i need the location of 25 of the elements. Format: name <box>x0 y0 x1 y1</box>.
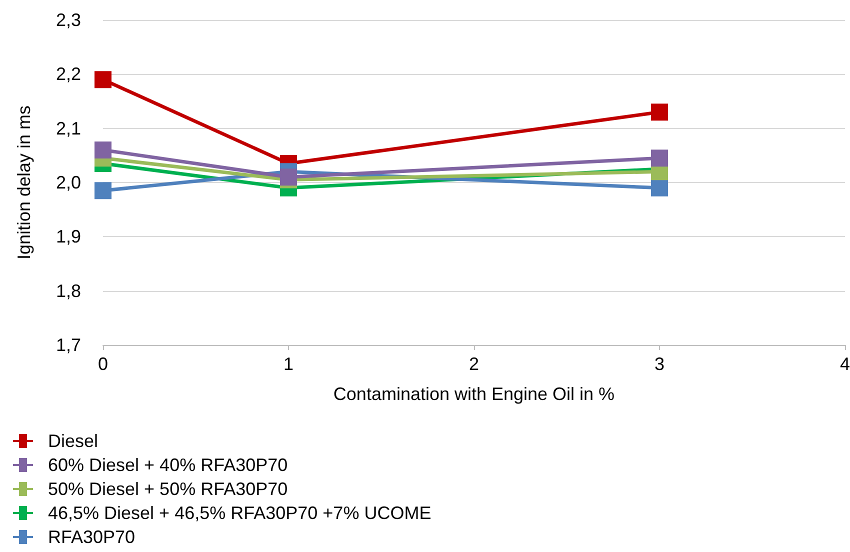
legend-label: 50% Diesel + 50% RFA30P70 <box>48 479 288 499</box>
x-tick-label: 4 <box>840 354 850 374</box>
legend-label: Diesel <box>48 431 98 451</box>
y-axis-title: Ignition delay in ms <box>14 105 34 260</box>
y-tick-label: 2,1 <box>56 118 81 138</box>
y-tick-label: 1,7 <box>56 335 81 355</box>
point <box>651 150 668 167</box>
y-tick-label: 1,8 <box>56 280 81 301</box>
x-axis-title: Contamination with Engine Oil in % <box>333 384 615 404</box>
legend-label: RFA30P70 <box>48 527 136 547</box>
legend-label: 60% Diesel + 40% RFA30P70 <box>48 455 288 475</box>
y-tick-label: 2,2 <box>56 64 81 84</box>
point <box>651 104 668 121</box>
point <box>94 142 112 158</box>
x-tick-label: 0 <box>98 354 108 374</box>
point <box>651 179 668 196</box>
x-tick-label: 3 <box>654 354 665 374</box>
y-tick-label: 2,0 <box>56 172 81 192</box>
y-tick-label: 2,3 <box>56 10 81 30</box>
y-tick-label: 1,9 <box>56 226 81 247</box>
point <box>94 71 112 88</box>
x-tick-label: 2 <box>468 354 480 374</box>
x-tick-label: 1 <box>283 354 294 374</box>
point <box>94 182 112 200</box>
legend-label: 46,5% Diesel + 46,5% RFA30P70 +7% UCOME <box>48 503 432 523</box>
